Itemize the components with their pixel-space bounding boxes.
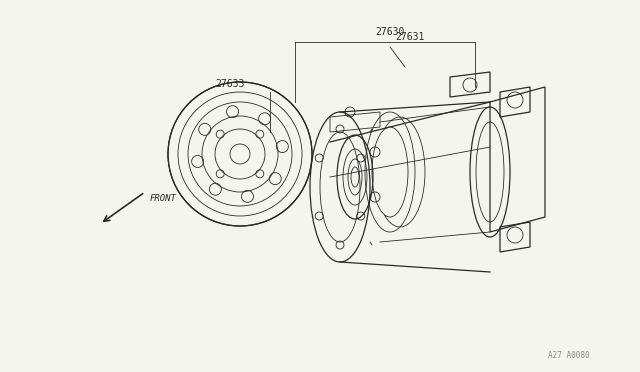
Text: 27633: 27633 <box>215 79 244 89</box>
Text: 27631: 27631 <box>395 32 424 42</box>
Text: FRONT: FRONT <box>150 194 177 203</box>
Text: 27630: 27630 <box>375 27 404 37</box>
Text: A27 A0080: A27 A0080 <box>548 351 590 360</box>
